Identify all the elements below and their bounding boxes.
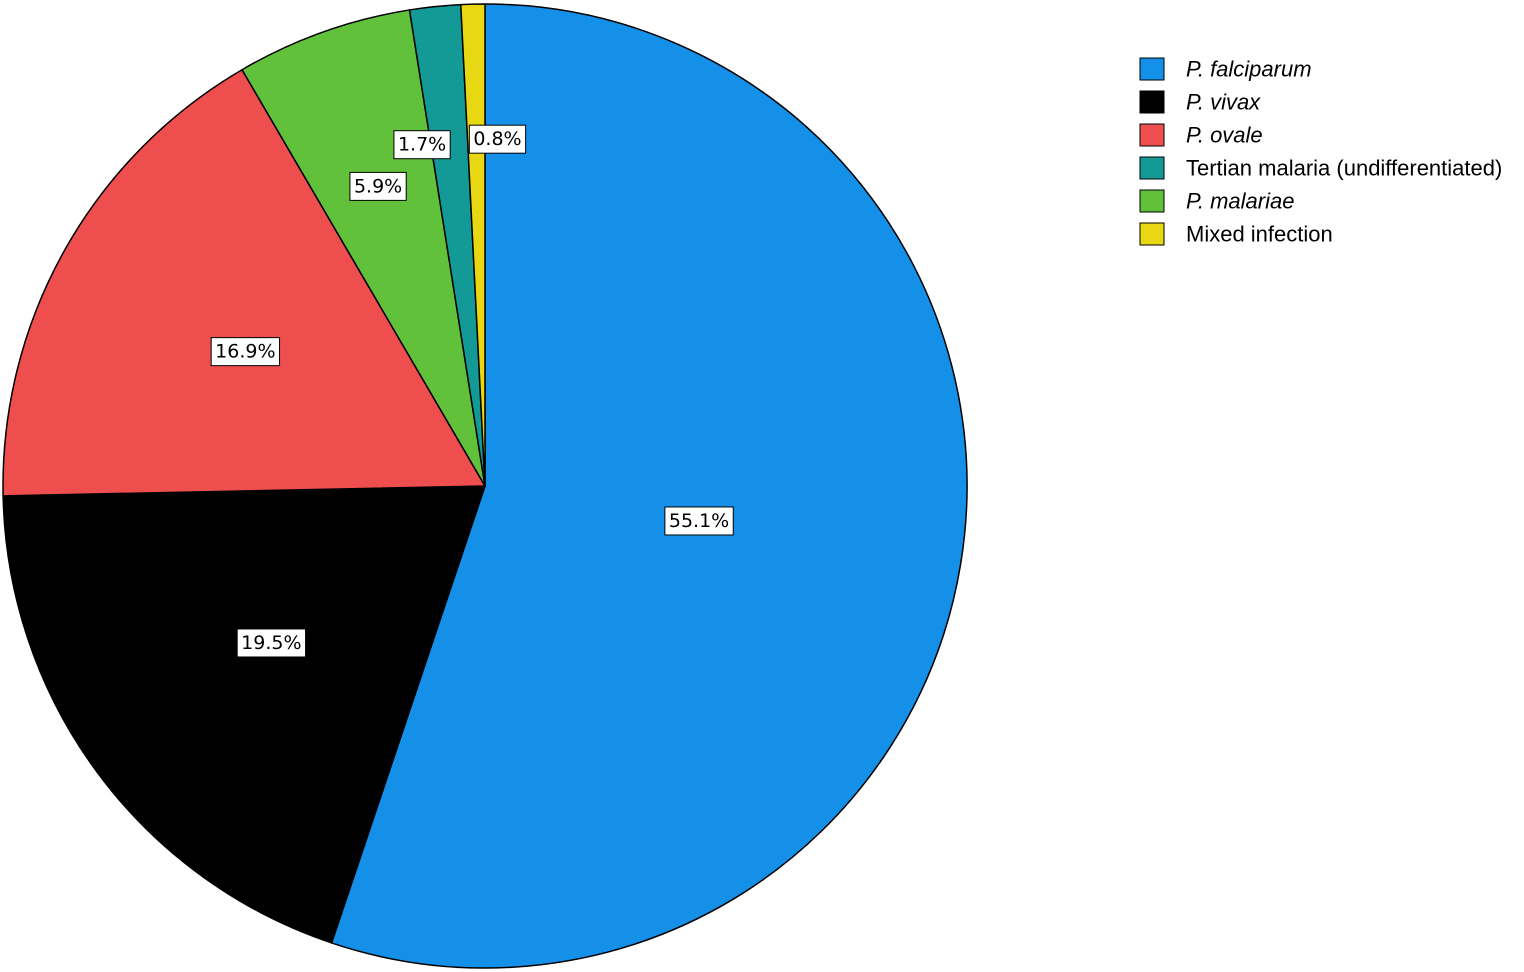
legend-item-p-ovale: P. ovale	[1139, 123, 1263, 148]
data-label-p-malariae: 5.9%	[349, 171, 407, 201]
legend-item-mixed-infection: Mixed infection	[1139, 222, 1333, 247]
legend-label: P. vivax	[1186, 90, 1261, 115]
legend-label: P. falciparum	[1186, 57, 1312, 82]
slice-p-malariae	[241, 9, 486, 487]
legend-item-p-falciparum: P. falciparum	[1139, 57, 1312, 82]
data-label-text: 1.7%	[398, 134, 446, 156]
data-label-box	[468, 124, 527, 154]
legend-swatch	[1139, 123, 1165, 147]
legend-label: Mixed infection	[1186, 222, 1333, 247]
legend-swatch	[1139, 156, 1165, 180]
slice-p-falciparum	[330, 3, 968, 969]
data-label-p-falciparum: 55.1%	[664, 506, 734, 536]
data-label-p-ovale: 16.9%	[210, 337, 281, 367]
data-label-text: 0.8%	[473, 128, 521, 150]
data-label-mixed-infection: 0.8%	[468, 124, 527, 154]
legend-label: P. malariae	[1186, 189, 1294, 214]
legend-label: Tertian malaria (undifferentiated)	[1186, 156, 1502, 181]
data-label-box	[664, 506, 734, 536]
data-label-box	[236, 628, 307, 658]
legend-item-p-malariae: P. malariae	[1139, 189, 1294, 214]
legend: P. falciparum P. vivax P. ovale Tertian mal…	[1139, 57, 1502, 247]
data-label-text: 55.1%	[669, 510, 729, 532]
data-label-box	[393, 130, 451, 160]
pie-slices	[2, 3, 968, 969]
data-label-text: 16.9%	[215, 341, 275, 363]
slice-p-ovale	[2, 68, 487, 497]
data-label-text: 19.5%	[241, 632, 301, 654]
slice-mixed-infection	[459, 3, 486, 487]
data-label-text: 5.9%	[354, 175, 402, 197]
data-label-box	[349, 171, 407, 201]
legend-label: P. ovale	[1186, 123, 1263, 148]
legend-item-p-vivax: P. vivax	[1139, 90, 1261, 115]
legend-swatch	[1139, 189, 1165, 213]
pie-data-labels: 55.1% 19.5% 16.9% 5.9% 1.7% 0.8%	[210, 124, 734, 658]
legend-swatch	[1139, 222, 1165, 246]
legend-item-tertian-malaria-undifferentiated: Tertian malaria (undifferentiated)	[1139, 156, 1502, 181]
legend-swatch	[1139, 57, 1165, 81]
legend-swatch	[1139, 90, 1165, 114]
data-label-p-vivax: 19.5%	[236, 628, 307, 658]
slice-p-vivax	[2, 485, 487, 944]
data-label-box	[210, 337, 281, 367]
data-label-tertian-malaria-undifferentiated: 1.7%	[393, 130, 451, 160]
